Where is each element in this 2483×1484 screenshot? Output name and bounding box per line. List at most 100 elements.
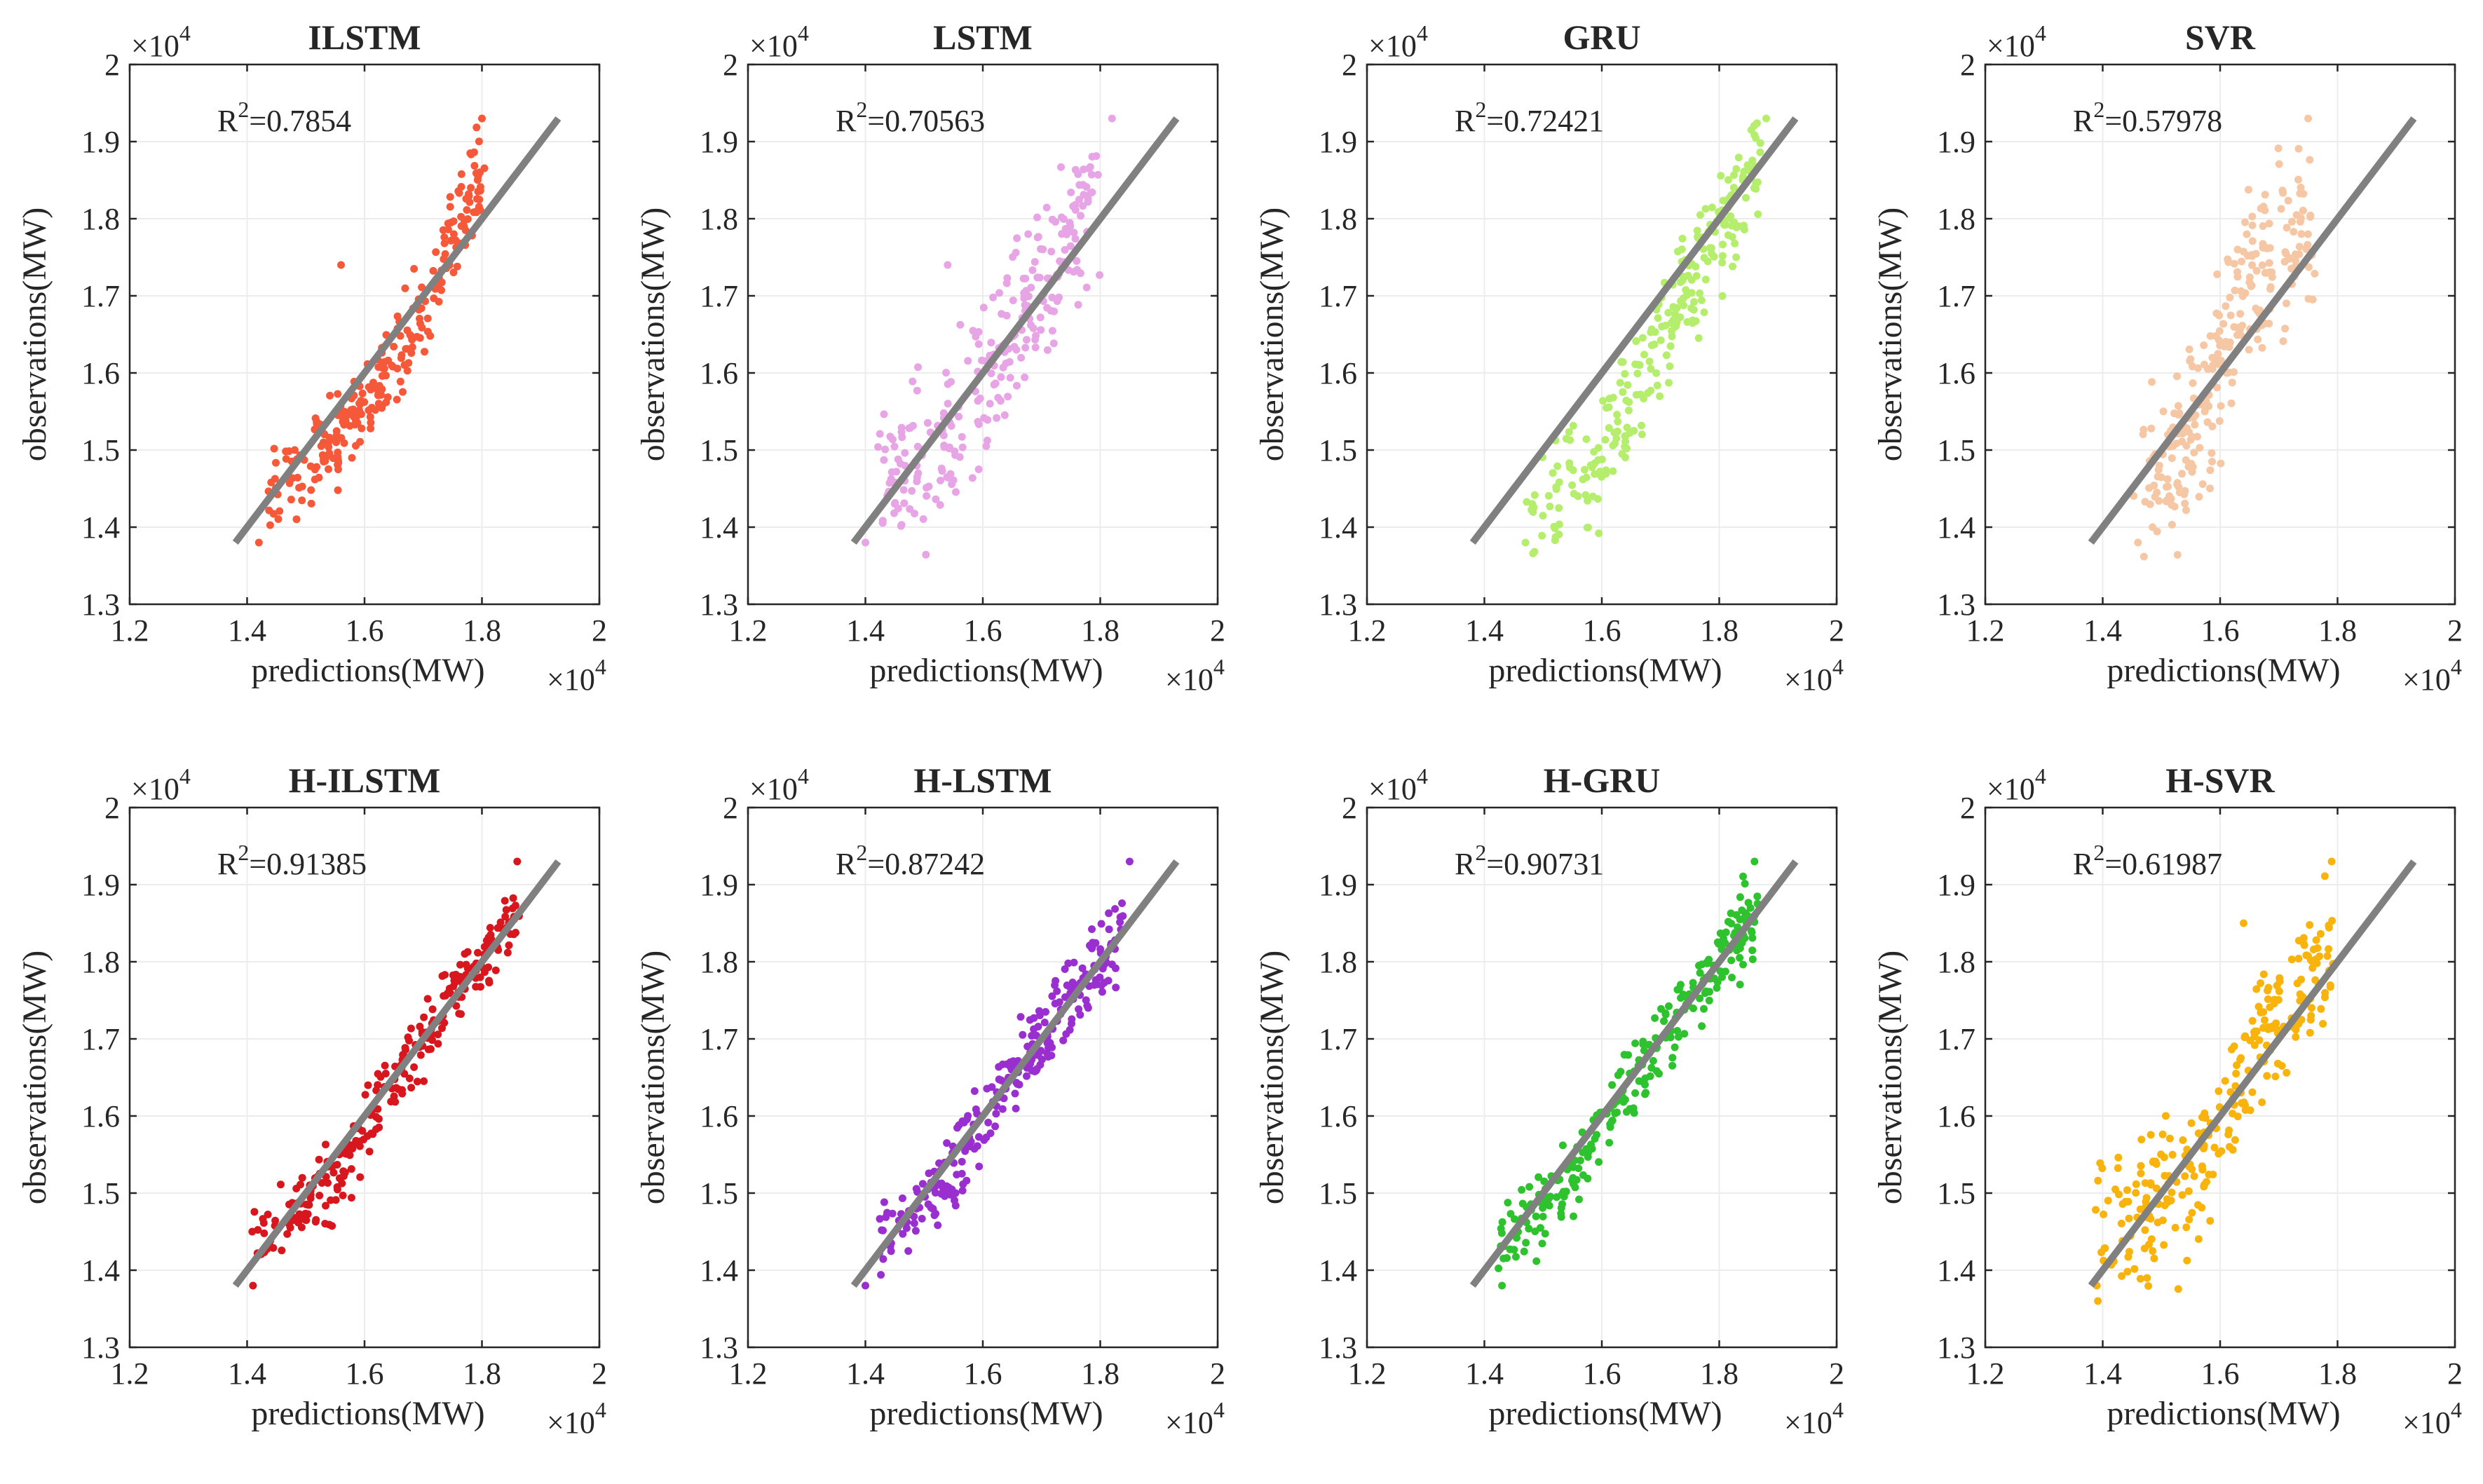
data-point bbox=[2195, 493, 2203, 501]
x-multiplier: ×104 bbox=[2402, 1397, 2462, 1440]
data-point bbox=[2206, 332, 2215, 340]
y-tick-label: 1.5 bbox=[700, 433, 738, 468]
data-point bbox=[1050, 307, 1058, 315]
data-point bbox=[2168, 454, 2176, 463]
data-point bbox=[2241, 218, 2249, 226]
data-point bbox=[476, 973, 484, 981]
data-point bbox=[416, 1022, 424, 1030]
data-point bbox=[2325, 945, 2333, 953]
data-point bbox=[2185, 428, 2193, 436]
y-axis-label: observations(MW) bbox=[1872, 207, 1909, 462]
data-point bbox=[914, 363, 922, 372]
data-point bbox=[1595, 529, 1603, 538]
data-point bbox=[1549, 469, 1557, 477]
data-point bbox=[955, 412, 963, 421]
data-point bbox=[880, 456, 888, 464]
data-point bbox=[982, 442, 991, 450]
data-point bbox=[2172, 440, 2181, 448]
data-point bbox=[1727, 956, 1736, 965]
data-point bbox=[2292, 250, 2299, 259]
data-point bbox=[2308, 1004, 2315, 1012]
y-tick-label: 1.8 bbox=[1319, 945, 1357, 979]
data-point bbox=[318, 1179, 326, 1187]
data-point bbox=[2293, 979, 2301, 988]
data-point bbox=[393, 365, 402, 373]
data-point bbox=[1631, 1089, 1640, 1097]
data-point bbox=[1690, 298, 1698, 306]
data-point bbox=[348, 1145, 357, 1152]
data-point bbox=[1748, 946, 1757, 955]
data-point bbox=[302, 1216, 311, 1225]
y-tick-label: 1.4 bbox=[700, 510, 738, 545]
data-point bbox=[898, 1194, 906, 1202]
data-point bbox=[453, 262, 461, 271]
x-axis-label: predictions(MW) bbox=[1488, 652, 1722, 689]
data-point bbox=[2254, 1002, 2263, 1011]
data-point bbox=[322, 1141, 329, 1149]
x-tick-label: 2 bbox=[1829, 1356, 1844, 1391]
data-point bbox=[1558, 1141, 1567, 1150]
data-point bbox=[887, 475, 895, 483]
data-point bbox=[322, 1173, 330, 1181]
data-point bbox=[1080, 191, 1088, 199]
data-point bbox=[887, 1247, 895, 1255]
data-point bbox=[1551, 533, 1560, 541]
data-point bbox=[1074, 301, 1082, 309]
data-point bbox=[1744, 899, 1753, 907]
fit-line bbox=[1469, 859, 1799, 1288]
data-point bbox=[2193, 433, 2201, 441]
data-point bbox=[390, 343, 398, 350]
data-point bbox=[2240, 919, 2247, 927]
data-point bbox=[1053, 987, 1061, 995]
data-point bbox=[290, 446, 299, 454]
data-point bbox=[2306, 156, 2314, 164]
data-point bbox=[1666, 342, 1675, 350]
data-point bbox=[1088, 925, 1096, 933]
x-tick-label: 1.4 bbox=[1465, 613, 1504, 648]
data-point bbox=[467, 184, 475, 192]
data-point bbox=[913, 473, 921, 482]
y-tick-label: 1.4 bbox=[1937, 510, 1975, 545]
data-point bbox=[1540, 1177, 1549, 1185]
data-point bbox=[2194, 1235, 2203, 1244]
data-point bbox=[1569, 421, 1577, 430]
data-point bbox=[298, 1173, 306, 1182]
data-point bbox=[2254, 335, 2262, 343]
data-point bbox=[372, 1125, 380, 1134]
data-point bbox=[976, 394, 984, 402]
data-point bbox=[2263, 1072, 2271, 1080]
x-multiplier: ×104 bbox=[547, 654, 606, 697]
data-point bbox=[1697, 296, 1706, 304]
data-point bbox=[1742, 193, 1750, 202]
data-point bbox=[2170, 503, 2179, 511]
data-point bbox=[2295, 243, 2304, 251]
data-point bbox=[2266, 283, 2275, 291]
y-tick-label: 1.8 bbox=[700, 945, 738, 979]
data-point bbox=[938, 467, 946, 475]
data-point bbox=[880, 1198, 888, 1206]
data-point bbox=[1576, 1157, 1584, 1164]
y-multiplier: ×104 bbox=[749, 20, 809, 63]
data-point bbox=[927, 1204, 936, 1213]
data-point bbox=[969, 327, 977, 335]
data-point bbox=[1096, 271, 1104, 279]
data-point bbox=[339, 414, 347, 422]
data-point bbox=[2294, 144, 2303, 153]
x-multiplier-base: ×10 bbox=[547, 1405, 595, 1440]
data-point bbox=[1580, 465, 1589, 474]
data-point bbox=[1654, 314, 1662, 322]
r2-superscript: 2 bbox=[238, 840, 249, 865]
y-multiplier: ×104 bbox=[1368, 763, 1428, 806]
data-point bbox=[487, 931, 495, 939]
data-point bbox=[1506, 1210, 1515, 1218]
data-point bbox=[998, 1076, 1005, 1084]
data-point bbox=[1529, 508, 1537, 516]
x-tick-label: 1.4 bbox=[228, 613, 266, 648]
data-point bbox=[952, 488, 960, 496]
y-tick-label: 1.9 bbox=[81, 868, 120, 902]
data-point bbox=[1529, 550, 1537, 557]
data-point bbox=[374, 1070, 382, 1078]
data-point bbox=[1645, 358, 1654, 366]
data-point bbox=[1678, 245, 1686, 254]
data-point bbox=[1732, 253, 1741, 261]
